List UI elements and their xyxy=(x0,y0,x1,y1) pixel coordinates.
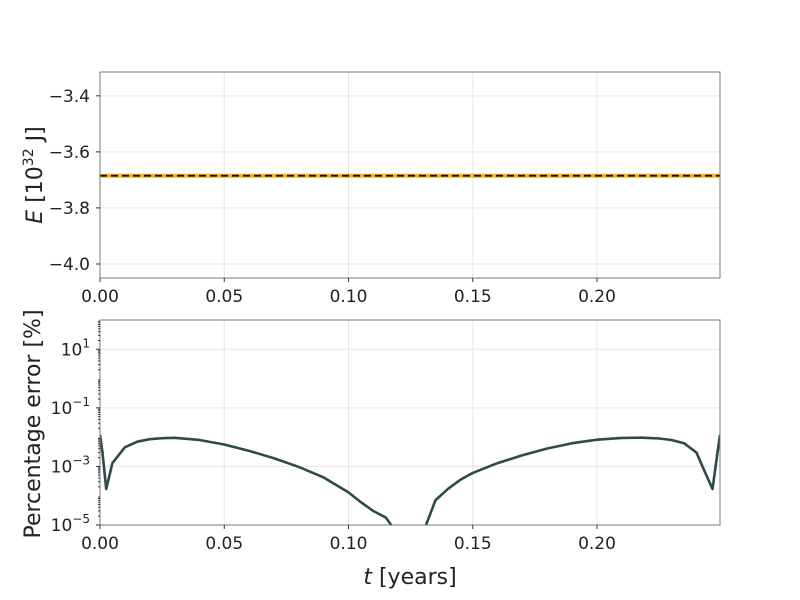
error-panel: 0.00 0.05 0.10 0.15 0.20 101 10−1 10−3 10−5 Per… xyxy=(21,309,721,590)
error-plot-frame xyxy=(99,319,721,526)
energy-x-ticks: 0.00 0.05 0.10 0.15 0.20 xyxy=(81,278,616,307)
error-x-tick-label: 0.00 xyxy=(81,534,119,554)
energy-y-tick-label: −4.0 xyxy=(49,255,90,275)
error-y-tick-label: 101 xyxy=(61,336,90,360)
error-x-tick-label: 0.10 xyxy=(330,534,368,554)
error-x-tick-label: 0.15 xyxy=(454,534,492,554)
error-y-ticks: 101 10−1 10−3 10−5 xyxy=(51,320,100,536)
error-y-axis-label: Percentage error [%] xyxy=(21,309,46,538)
energy-panel: 0.00 0.05 0.10 0.15 0.20 −3.4 −3.6 −3.8 −4.0 E … xyxy=(21,71,721,307)
energy-y-tick-label: −3.8 xyxy=(49,199,90,219)
error-x-tick-label: 0.20 xyxy=(578,534,616,554)
x-axis-label: t [years] xyxy=(363,565,456,590)
error-line xyxy=(100,434,720,525)
error-x-ticks: 0.00 0.05 0.10 0.15 0.20 xyxy=(81,525,616,554)
error-y-tick-label: 10−3 xyxy=(51,453,90,477)
energy-plot-frame xyxy=(99,71,721,279)
energy-y-axis-label: E [1032 J] xyxy=(21,126,48,223)
energy-x-tick-label: 0.00 xyxy=(81,287,119,307)
error-x-tick-label: 0.05 xyxy=(205,534,243,554)
energy-y-tick-label: −3.4 xyxy=(49,87,90,107)
energy-x-tick-label: 0.15 xyxy=(454,287,492,307)
error-series xyxy=(100,434,720,525)
error-y-tick-label: 10−1 xyxy=(51,395,90,419)
energy-x-tick-label: 0.20 xyxy=(578,287,616,307)
error-y-tick-label: 10−5 xyxy=(51,512,90,536)
energy-x-tick-label: 0.10 xyxy=(330,287,368,307)
energy-y-tick-label: −3.6 xyxy=(49,143,90,163)
error-grid xyxy=(99,320,720,526)
energy-x-tick-label: 0.05 xyxy=(205,287,243,307)
energy-y-ticks: −3.4 −3.6 −3.8 −4.0 xyxy=(49,87,100,275)
